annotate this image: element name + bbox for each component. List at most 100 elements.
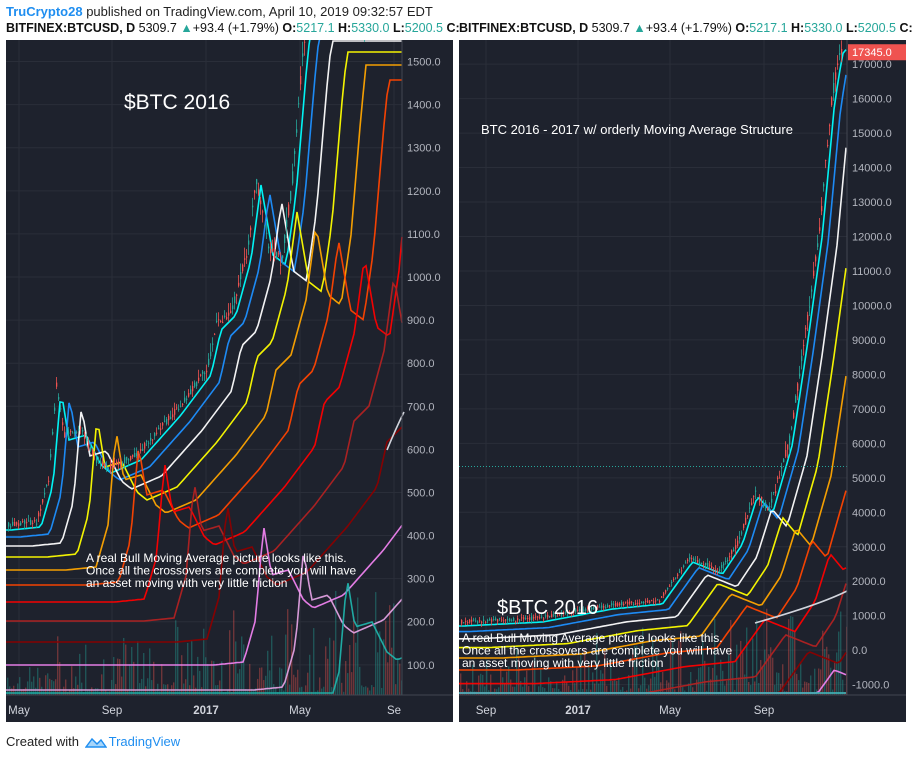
candle-body: [477, 621, 479, 623]
candle-body: [284, 235, 286, 244]
volume-bar: [347, 673, 349, 695]
volume-bar: [612, 680, 614, 695]
volume-bar: [756, 620, 758, 695]
moving-average-line: [6, 40, 402, 547]
volume-bar: [49, 678, 51, 695]
chart-panel-right[interactable]: -1000.0 0.0 1000.0 2000.0 3000.0 4000.0 5000.0…: [459, 40, 906, 722]
volume-bar: [730, 619, 732, 695]
volume-bar: [584, 648, 586, 695]
candle-body: [561, 612, 563, 616]
volume-bar: [540, 667, 542, 695]
candle-body: [737, 540, 739, 546]
candle-body: [260, 200, 262, 205]
chart-left-svg[interactable]: 100.0 200.0 300.0 400.0 500.0 600.0 700.0 800.0…: [6, 40, 453, 722]
long-ma-line: [386, 411, 405, 451]
candle-body: [581, 610, 583, 612]
candle-body: [665, 590, 667, 593]
volume-bar: [399, 663, 401, 695]
volume-bar: [822, 630, 824, 695]
candle-body: [240, 271, 242, 280]
candle-body: [647, 600, 649, 603]
volume-bar: [193, 675, 195, 695]
candle-body: [469, 619, 471, 623]
volume-bar: [486, 660, 488, 695]
author-link[interactable]: TruCrypto28: [6, 4, 83, 19]
publish-date: published on TradingView.com, April 10, …: [82, 4, 433, 19]
candle-body: [599, 606, 601, 608]
volume-bar: [774, 684, 776, 695]
candle-body: [765, 502, 767, 504]
candle-body: [585, 609, 587, 611]
volume-bar: [764, 649, 766, 695]
candle-body: [537, 616, 539, 618]
candle-body: [238, 282, 240, 286]
candle-body: [164, 420, 166, 422]
candle-body: [841, 49, 843, 54]
volume-bar: [828, 654, 830, 695]
candle-body: [493, 619, 495, 621]
volume-bar: [710, 679, 712, 695]
moving-average-line: [6, 64, 402, 571]
candle-body: [160, 428, 162, 430]
candle-body: [749, 507, 751, 509]
volume-bar: [468, 688, 470, 695]
candle-body: [208, 358, 210, 366]
x-tick-label: Sep: [102, 705, 122, 717]
volume-bar: [29, 667, 31, 695]
volume-bar: [181, 655, 183, 695]
candle-body: [489, 619, 491, 621]
candle-body: [256, 179, 258, 185]
chart-right-svg[interactable]: -1000.0 0.0 1000.0 2000.0 3000.0 4000.0 5000.0…: [459, 40, 906, 722]
candle-body: [787, 444, 789, 450]
volume-bar: [7, 677, 9, 695]
candle-body: [615, 603, 617, 607]
volume-bar: [371, 685, 373, 695]
volume-bar: [680, 631, 682, 695]
candle-body: [759, 501, 761, 503]
volume-bar: [249, 663, 251, 695]
volume-bar: [736, 644, 738, 695]
y-tick-label: 500.0: [407, 487, 435, 499]
chart-title: $BTC 2016: [124, 91, 230, 114]
candle-body: [651, 600, 653, 602]
volume-bar: [387, 662, 389, 695]
candle-body: [833, 82, 835, 94]
candle-body: [533, 616, 535, 619]
y-tick-label: 1400.0: [407, 100, 441, 112]
volume-bar: [748, 681, 750, 695]
moving-average-line: [459, 553, 847, 685]
tradingview-link[interactable]: TradingView: [108, 734, 181, 749]
candle-body: [623, 603, 625, 605]
volume-bar: [586, 689, 588, 695]
candle-body: [617, 603, 619, 606]
candle-body: [595, 606, 597, 608]
volume-bar: [177, 626, 179, 695]
candle-body: [839, 53, 841, 55]
volume-bar: [345, 661, 347, 695]
candle-body: [112, 464, 114, 468]
candle-body: [300, 76, 302, 85]
volume-bar: [750, 684, 752, 695]
candle-body: [571, 612, 573, 615]
volume-bar: [131, 647, 133, 695]
candle-body: [106, 465, 108, 470]
volume-bar: [153, 661, 155, 695]
candle-body: [639, 603, 641, 605]
candle-body: [551, 614, 553, 618]
volume-bar: [287, 609, 289, 695]
volume-bar: [31, 681, 33, 695]
volume-bar: [838, 631, 840, 695]
candle-body: [725, 561, 727, 563]
volume-bar: [462, 689, 464, 695]
candle-body: [278, 253, 280, 255]
candle-body: [146, 440, 148, 442]
candle-body: [657, 599, 659, 601]
candle-body: [523, 617, 525, 620]
candle-body: [767, 507, 769, 510]
volume-bar: [772, 657, 774, 695]
volume-bar: [806, 682, 808, 695]
volume-bar: [510, 679, 512, 695]
candle-body: [481, 621, 483, 623]
chart-panel-left[interactable]: 100.0 200.0 300.0 400.0 500.0 600.0 700.0 800.0…: [6, 40, 453, 722]
volume-bar: [650, 678, 652, 695]
